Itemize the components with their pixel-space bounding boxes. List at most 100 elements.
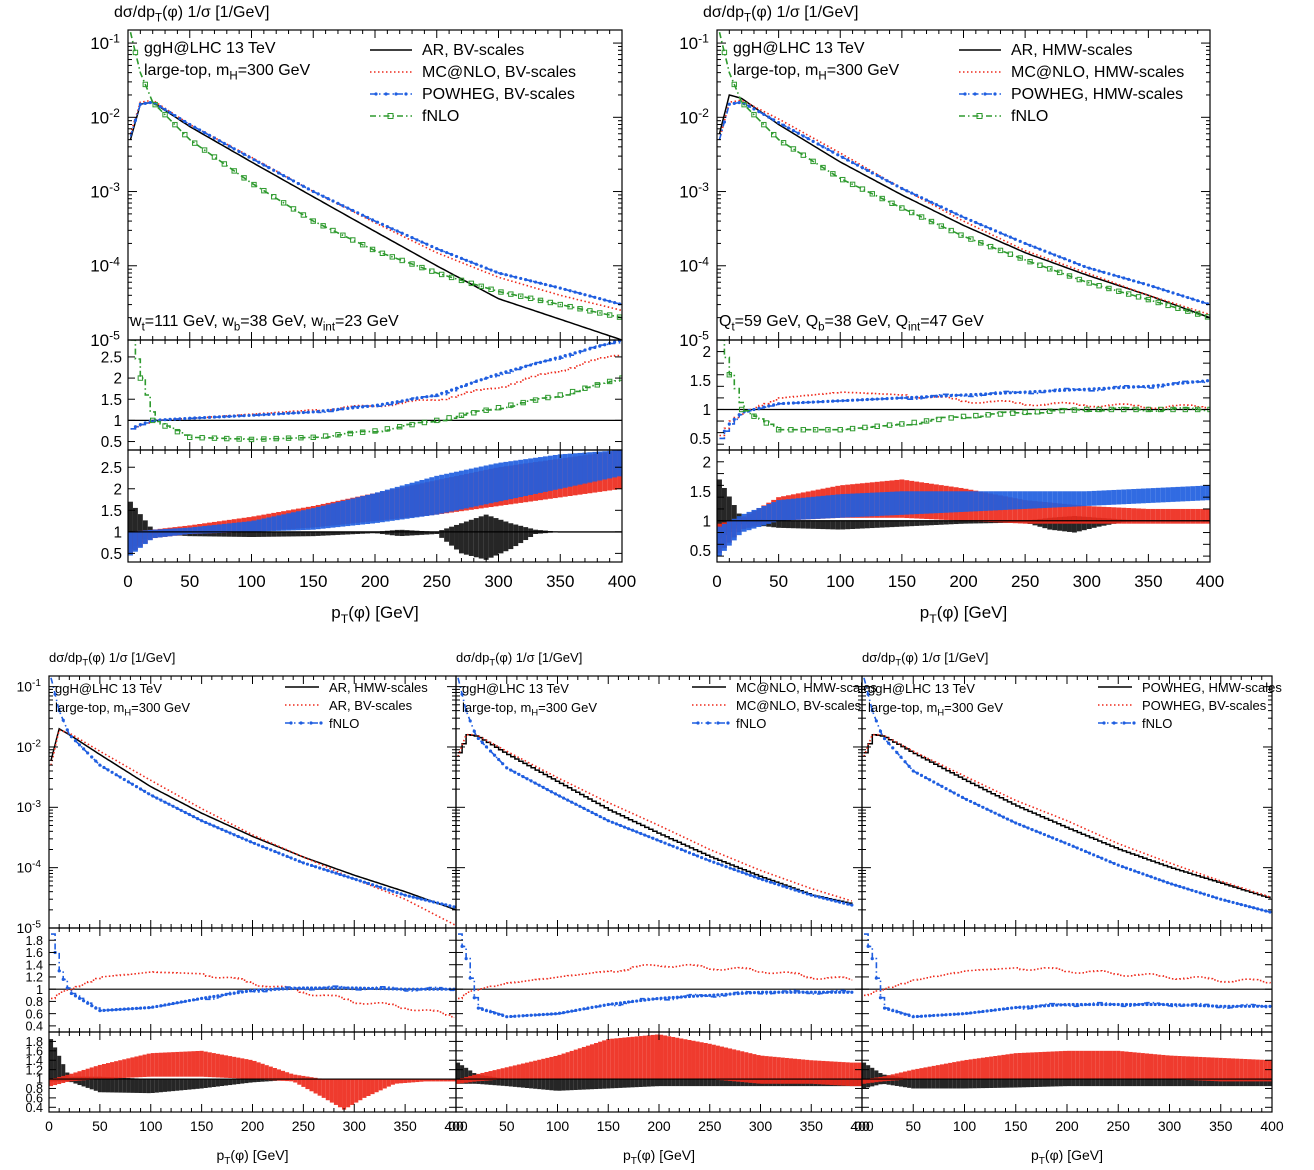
marker	[138, 787, 143, 791]
band-bar	[256, 1079, 261, 1082]
legend-label: fNLO	[1142, 716, 1172, 731]
ratio-marker	[508, 402, 514, 408]
band-bar	[199, 1079, 204, 1089]
band-bar	[622, 1079, 627, 1088]
marker	[527, 295, 534, 302]
ratio-marker	[797, 990, 801, 994]
ratio-marker	[1022, 1005, 1026, 1009]
ratio-marker	[1038, 389, 1042, 394]
band-bar	[444, 528, 450, 542]
marker	[915, 771, 919, 775]
ratio-marker	[126, 1007, 130, 1011]
ratio-marker	[375, 986, 379, 991]
band-bar	[53, 1047, 58, 1082]
ratio-marker	[199, 435, 205, 441]
ratio-marker	[936, 1013, 940, 1017]
marker	[1059, 839, 1063, 843]
ratio-marker	[594, 382, 600, 388]
ratio-marker	[273, 987, 277, 991]
ratio-marker	[1028, 390, 1032, 394]
ratio-marker	[178, 417, 182, 421]
band-bar	[801, 1059, 806, 1084]
x-tick-label: 250	[1107, 1118, 1131, 1134]
band-bar	[561, 1079, 566, 1091]
marker	[448, 904, 452, 908]
ratio-marker	[220, 993, 224, 997]
ratio-marker	[796, 401, 800, 405]
ratio-marker	[211, 435, 218, 441]
band-bar	[504, 1079, 509, 1087]
band-bar	[835, 494, 841, 518]
ratio-marker	[553, 356, 557, 360]
ratio-marker	[390, 401, 394, 405]
band-bar	[434, 475, 440, 515]
marker	[301, 184, 305, 188]
ratio-marker	[306, 410, 310, 414]
marker	[1072, 261, 1077, 265]
band-bar	[345, 531, 351, 535]
ratio-marker	[612, 340, 617, 344]
x-axis-label: pT(φ) [GeV]	[623, 1147, 695, 1167]
band-bar	[295, 531, 301, 537]
band-bar	[138, 1055, 143, 1078]
ratio-marker	[298, 435, 304, 441]
marker	[369, 246, 376, 253]
band-bar	[498, 519, 504, 554]
marker	[340, 232, 346, 238]
band-bar	[276, 515, 282, 531]
band-bar	[281, 514, 287, 531]
marker	[981, 805, 985, 809]
ratio-marker	[928, 1014, 932, 1018]
band-bar	[134, 1078, 139, 1093]
band-bar	[606, 1079, 611, 1089]
band-bar	[175, 1051, 180, 1077]
band-bar	[300, 510, 306, 531]
marker	[257, 160, 261, 164]
ratio-plot-series	[719, 340, 1210, 440]
x-tick-label: 0	[123, 572, 132, 591]
band-bar	[1170, 508, 1176, 524]
marker	[940, 784, 944, 788]
band-bar	[456, 1079, 461, 1084]
ratio-marker	[786, 401, 791, 405]
legend-label: MC@NLO, HMW-scales	[736, 680, 877, 695]
band-bar	[310, 508, 316, 530]
annotation-line: large-top, mH=300 GeV	[733, 62, 900, 82]
ratio-tick-label: 1.2	[25, 971, 43, 985]
ratio-marker	[480, 1007, 484, 1011]
marker	[751, 111, 757, 118]
ratio-marker	[767, 404, 771, 408]
ratio-marker	[545, 1012, 549, 1016]
band-bar	[976, 1058, 981, 1080]
band-bar	[414, 530, 420, 536]
band-bar	[1026, 1079, 1031, 1088]
band-bar	[915, 1079, 920, 1089]
band-bar	[219, 1054, 225, 1078]
band-bar	[723, 1079, 729, 1087]
band-bar	[1231, 1058, 1236, 1082]
band-bar	[1116, 489, 1122, 505]
marker	[1157, 878, 1161, 882]
x-axis-label: pT(φ) [GeV]	[920, 603, 1008, 626]
marker	[118, 775, 122, 779]
legend-marker	[384, 92, 388, 96]
ratio-curve-2	[864, 967, 1271, 997]
band-bar	[903, 1071, 908, 1080]
ratio-tick-label: 1.5	[690, 373, 711, 390]
marker	[878, 729, 883, 733]
ratio-marker	[372, 428, 378, 434]
x-tick-labels: 00 50 100 150 200 250 300 350 400	[854, 1118, 1284, 1134]
y-axis-title: dσ/dpT(φ) 1/σ [1/GeV]	[49, 650, 175, 668]
band-bar	[411, 1079, 416, 1083]
x-tick-label: 300	[1073, 572, 1101, 591]
band-bar	[1206, 1079, 1211, 1087]
ratio-marker	[831, 399, 835, 403]
band-bar	[478, 466, 484, 506]
ratio-marker	[370, 986, 375, 990]
band-bar	[1108, 1050, 1113, 1080]
band-bar	[512, 1079, 517, 1087]
ratio-marker	[195, 997, 200, 1001]
band-bar	[964, 1059, 969, 1080]
band-bar	[1155, 508, 1161, 524]
band-bar	[829, 1061, 834, 1085]
